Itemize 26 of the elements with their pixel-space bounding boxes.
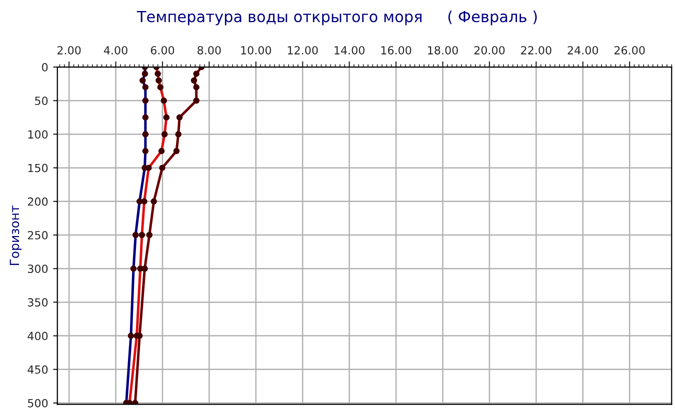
y-tick-label: 500 bbox=[28, 398, 48, 408]
x-tick-label: 14.00 bbox=[334, 46, 364, 54]
x-tick-label: 6.00 bbox=[150, 46, 174, 54]
x-tick-label: 12.00 bbox=[288, 46, 318, 54]
y-tick-label: 0 bbox=[42, 63, 48, 72]
y-tick-label: 350 bbox=[28, 298, 48, 307]
chart-title: Температура воды открытого моря ( Февраль ) bbox=[136, 10, 537, 26]
y-tick-label: 250 bbox=[28, 230, 48, 240]
y-tick-label: 100 bbox=[28, 130, 48, 139]
x-tick-label: 22.00 bbox=[521, 46, 552, 54]
x-tick-label: 2.00 bbox=[57, 46, 81, 54]
y-tick-label: 200 bbox=[28, 197, 48, 206]
x-tick-label: 20.00 bbox=[474, 46, 505, 54]
x-tick-label: 24.00 bbox=[568, 46, 598, 54]
x-tick-label: 18.00 bbox=[428, 46, 458, 54]
x-tick-label: 8.00 bbox=[198, 46, 221, 54]
x-tick-label: 4.00 bbox=[104, 46, 128, 54]
y-tick-label: 400 bbox=[28, 332, 48, 340]
y-tick-label: 450 bbox=[28, 365, 48, 374]
x-tick-label: 10.00 bbox=[241, 46, 272, 54]
y-tick-label: 50 bbox=[35, 96, 48, 106]
y-axis-title: Горизонт bbox=[10, 206, 22, 265]
y-tick-label: 300 bbox=[28, 264, 48, 273]
x-tick-label: 16.00 bbox=[381, 46, 412, 54]
x-tick-label: 26.00 bbox=[614, 46, 645, 54]
y-tick-label: 150 bbox=[28, 164, 48, 172]
